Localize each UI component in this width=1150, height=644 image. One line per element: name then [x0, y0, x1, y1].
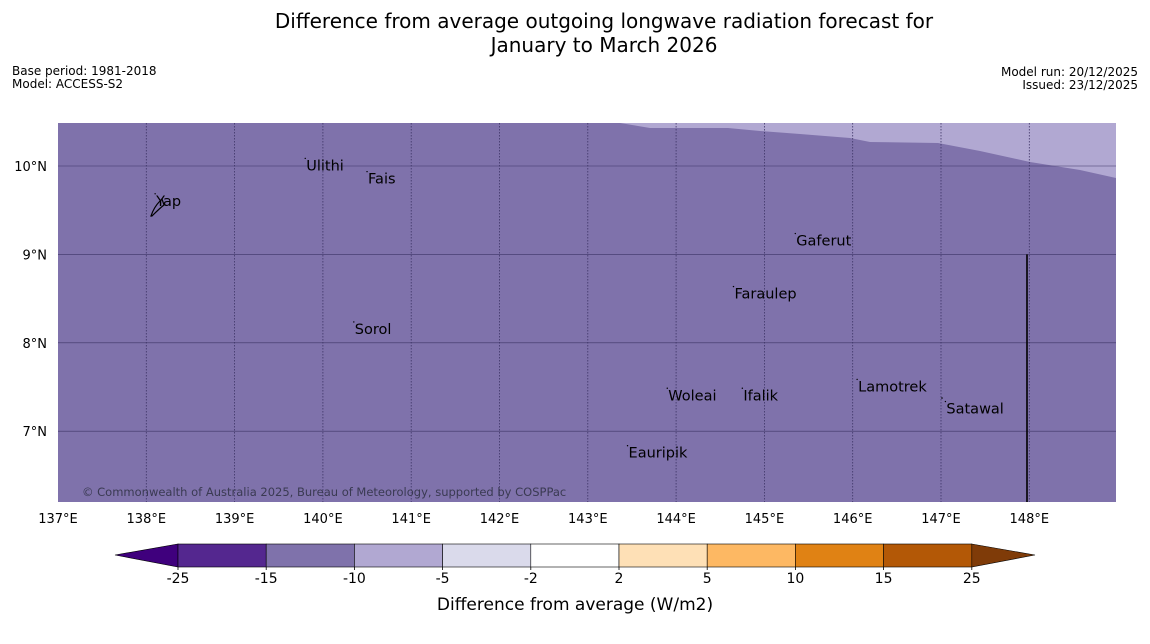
colorbar-tick-label: -5	[436, 571, 450, 587]
lat-tick-label: 7°N	[23, 425, 48, 440]
model-run: Model run: 20/12/2025	[1000, 65, 1138, 79]
colorbar-extend-high	[971, 543, 1036, 568]
island-dot	[941, 397, 943, 399]
place-label: Faraulep	[734, 287, 796, 303]
colorbar-swatch	[795, 543, 884, 568]
lon-tick-label: 138°E	[127, 512, 167, 527]
colorbar-tick-label: 25	[963, 571, 981, 587]
colorbar-tick-label: -25	[167, 571, 190, 587]
colorbar-swatch	[177, 543, 267, 568]
lon-tick-label: 146°E	[833, 512, 873, 527]
place-label: Yap	[155, 194, 181, 210]
colorbar-swatch	[618, 543, 708, 568]
lon-tick-label: 139°E	[215, 512, 255, 527]
place-label: Ulithi	[306, 158, 344, 174]
island-dot	[666, 387, 668, 389]
colorbar-extend-low	[114, 543, 179, 568]
lon-tick-label: 137°E	[38, 512, 78, 527]
island-dot	[856, 378, 858, 381]
lon-tick-label: 148°E	[1010, 512, 1050, 527]
place-label: Woleai	[668, 388, 716, 404]
island-dot	[944, 400, 947, 403]
island-dot	[366, 170, 368, 173]
copyright-text: © Commonwealth of Australia 2025, Bureau…	[82, 485, 566, 499]
title-line-2: January to March 2026	[490, 33, 718, 57]
colorbar-swatch	[706, 543, 796, 568]
colorbar-tick-label: 5	[703, 571, 712, 587]
colorbar-swatch	[265, 543, 355, 568]
issued-date: Issued: 23/12/2025	[1022, 78, 1138, 92]
colorbar-swatch	[883, 543, 973, 568]
chart-title: Difference from average outgoing longwav…	[0, 9, 1150, 57]
colorbar-swatch	[442, 543, 532, 568]
lon-tick-label: 141°E	[391, 512, 431, 527]
lon-tick-label: 147°E	[921, 512, 961, 527]
place-label: Satawal	[946, 402, 1003, 418]
lon-tick-label: 145°E	[745, 512, 785, 527]
place-label: Eauripik	[629, 446, 688, 462]
island-dot	[154, 193, 156, 195]
place-label: Sorol	[355, 322, 392, 338]
colorbar-swatch	[530, 543, 620, 568]
lon-tick-label: 142°E	[480, 512, 520, 527]
map-background	[58, 123, 1116, 502]
colorbar-tick-label: 10	[786, 571, 804, 587]
colorbar-tick-label: -15	[255, 571, 278, 587]
lat-tick-label: 9°N	[23, 248, 48, 263]
title-line-1: Difference from average outgoing longwav…	[274, 9, 934, 33]
colorbar-tick-label: 2	[615, 571, 624, 587]
lat-tick-label: 10°N	[14, 160, 47, 175]
colorbar-tick-label: -2	[524, 571, 538, 587]
colorbar: -25 -15 -10 -5 -2 2 5 10 15 25	[114, 543, 1036, 587]
lon-tick-label: 144°E	[656, 512, 696, 527]
lon-tick-label: 140°E	[303, 512, 343, 527]
lat-tick-label: 8°N	[23, 337, 48, 352]
yap-island-shape	[150, 197, 165, 217]
place-label: Fais	[368, 172, 395, 188]
place-label: Lamotrek	[858, 379, 927, 395]
base-period: Base period: 1981-2018	[12, 64, 157, 78]
island-dot	[794, 232, 797, 235]
colorbar-label: Difference from average (W/m2)	[436, 595, 714, 615]
place-label: Gaferut	[796, 234, 851, 250]
meta-left: Base period: 1981-2018 Model: ACCESS-S2	[12, 65, 157, 91]
forecast-region-lighter	[620, 123, 1116, 178]
lon-tick-label: 143°E	[568, 512, 608, 527]
gridlines	[58, 123, 1116, 502]
place-label: Ifalik	[743, 388, 778, 404]
colorbar-swatch	[354, 543, 443, 568]
island-dot	[353, 321, 355, 323]
model-name: Model: ACCESS-S2	[12, 77, 124, 91]
colorbar-tick-label: -10	[343, 571, 366, 587]
island-dot	[626, 445, 629, 447]
colorbar-tick-label: 15	[875, 571, 893, 587]
island-dot	[732, 285, 735, 288]
meta-right: Model run: 20/12/2025 Issued: 23/12/2025	[1001, 66, 1138, 92]
island-dot	[741, 387, 744, 389]
island-dot	[304, 157, 306, 160]
